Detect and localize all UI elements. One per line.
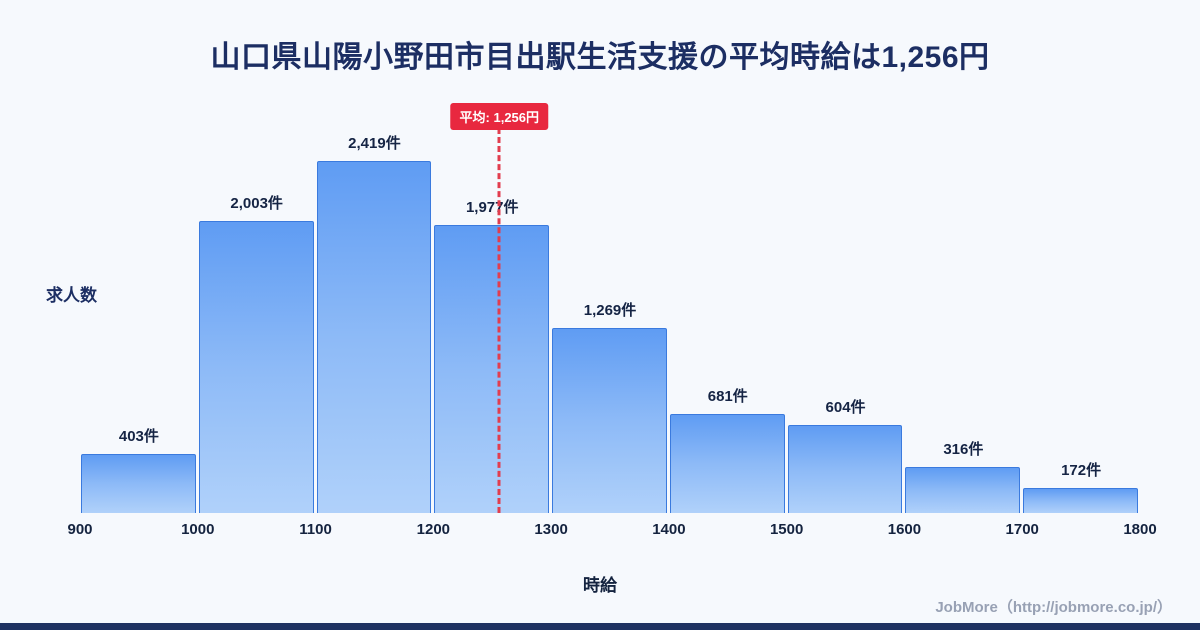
bar-value-label: 2,419件 [348,135,401,152]
x-tick-label: 1600 [887,521,922,538]
bar-value-label: 1,977件 [465,199,519,216]
page-title: 山口県山陽小野田市目出駅生活支援の平均時給は1,256円 [210,41,990,74]
bar-value-label: 681件 [707,388,748,405]
x-tick-label: 1200 [416,521,451,538]
bar-value-label: 1,269件 [583,302,637,319]
average-line [497,128,501,513]
chart-area: 平均: 1,256円 403件 2,003件 2,419件 1,977件 1,269件 6… [80,100,1140,513]
histogram-bar [434,225,550,513]
histogram-bar [787,425,903,513]
histogram-bar [198,221,314,513]
average-badge: 平均: 1,256円 [450,103,549,130]
x-tick-label: 1700 [1005,521,1039,538]
x-tick-label: 1800 [1123,521,1157,538]
bar-value-label: 2,003件 [230,195,283,212]
plot-area: 403件 2,003件 2,419件 1,977件 1,269件 681件 604件 316件… [80,100,1140,513]
bar-value-label: 316件 [943,441,984,458]
footer-credit: JobMore（http://jobmore.co.jp/） [935,599,1172,616]
histogram-bar [1023,488,1138,513]
x-tick-label: 1100 [299,521,332,538]
bar-value-label: 604件 [825,399,866,416]
y-axis-label: 求人数 [46,286,97,305]
bar-value-label: 403件 [118,428,159,445]
x-axis-label: 時給 [583,576,617,595]
histogram-bar [905,467,1021,513]
x-axis-ticks: 900 1000 1100 1200 1300 1400 1500 1600 1700 1800 [67,521,1156,541]
x-tick-label: 1400 [652,521,686,538]
x-tick-label: 1000 [181,521,215,538]
histogram-bar [81,454,196,513]
histogram-bar [316,161,432,513]
footer-accent-bar [0,623,1200,630]
bar-value-label: 172件 [1061,462,1102,479]
x-tick-label: 900 [67,521,93,538]
x-tick-label: 1300 [534,521,568,538]
x-tick-label: 1500 [769,521,804,538]
histogram-bar [669,414,785,513]
histogram-bar [552,328,667,513]
